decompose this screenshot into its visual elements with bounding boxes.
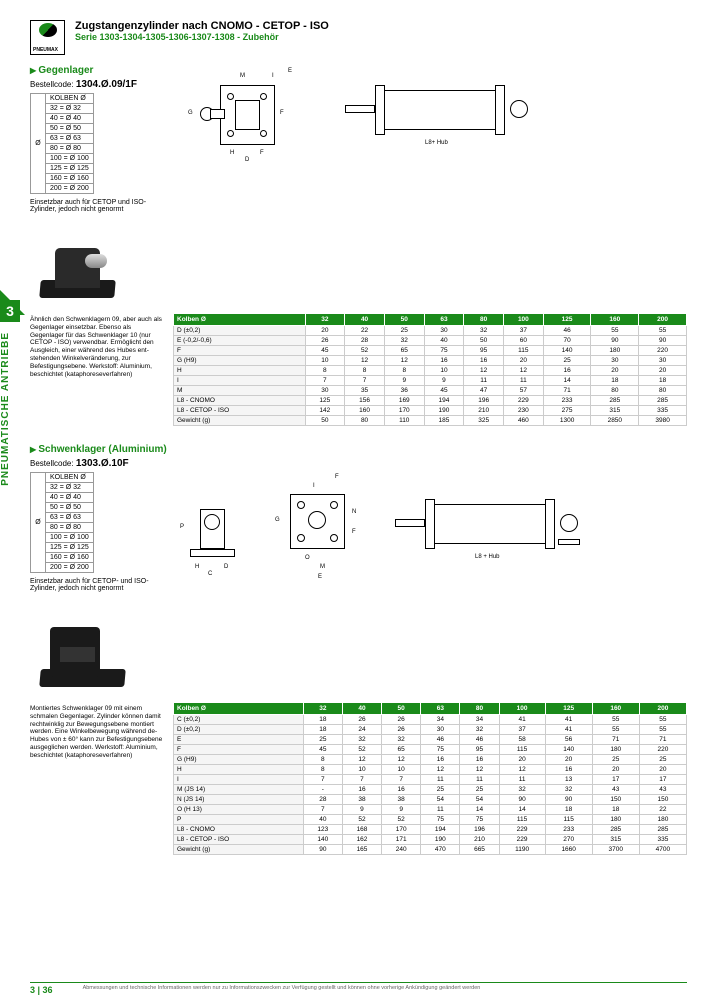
side-tab: 3 PNEUMATISCHE ANTRIEBE: [0, 300, 25, 486]
footer-disclaimer: Abmessungen und technische Informationen…: [83, 985, 481, 995]
side-drawing: P H C D: [180, 479, 250, 579]
note-1: Einsetzbar auch für CETOP und ISO-Zylind…: [30, 199, 150, 213]
section-schwenklager: Schwenklager (Aluminium) Bestellcode: 13…: [30, 444, 687, 865]
note-2: Einsetzbar auch für CETOP- und ISO-Zylin…: [30, 578, 150, 592]
page-subtitle: Serie 1303-1304-1305-1306-1307-1308 - Zu…: [75, 32, 329, 42]
data-table-2: Kolben Ø3240506380100125160200C (±0,2)18…: [173, 702, 687, 855]
header-text: Zugstangenzylinder nach CNOMO - CETOP - …: [75, 20, 329, 42]
description-2: Montiertes Schwenklager 09 mit einem sch…: [30, 705, 165, 865]
brand-logo: PNEUMAX: [30, 20, 65, 55]
page: PNEUMAX Zugstangenzylinder nach CNOMO - …: [0, 0, 707, 1000]
diagrams-2: P H C D F I G N F O: [180, 464, 687, 594]
section-label: PNEUMATISCHE ANTRIEBE: [0, 332, 11, 486]
cylinder-drawing: L8+ Hub: [340, 75, 540, 155]
kolben-table-2: ØKOLBEN Ø 32 = Ø 3240 = Ø 40 50 = Ø 5063…: [30, 472, 94, 573]
section-title-2: Schwenklager (Aluminium): [30, 444, 687, 455]
mounting-drawing: M I E G F H D F: [180, 65, 320, 165]
cylinder-drawing-2: L8 + Hub: [390, 489, 590, 569]
chapter-number: 3: [0, 300, 20, 322]
product-photo-1: [30, 218, 130, 308]
top-drawing: F I G N F O M E: [270, 469, 370, 589]
kolben-table-1: ØKOLBEN Ø 32 = Ø 3240 = Ø 40 50 = Ø 5063…: [30, 93, 94, 194]
data-table-1: Kolben Ø3240506380100125160200D (±0,2)20…: [173, 313, 687, 426]
diagrams-1: M I E G F H D F L8+ Hub: [180, 65, 687, 165]
section-gegenlager: Gegenlager Bestellcode: 1304.Ø.09/1F ØKO…: [30, 65, 687, 436]
description-1: Ähnlich den Schwenklagern 09, aber auch …: [30, 316, 165, 436]
footer: 3 | 36 Abmessungen und technische Inform…: [30, 982, 687, 995]
product-photo-2: [30, 597, 130, 697]
page-title: Zugstangenzylinder nach CNOMO - CETOP - …: [75, 20, 329, 32]
header: PNEUMAX Zugstangenzylinder nach CNOMO - …: [30, 20, 687, 55]
footer-chapter: 3 | 36: [30, 985, 53, 995]
